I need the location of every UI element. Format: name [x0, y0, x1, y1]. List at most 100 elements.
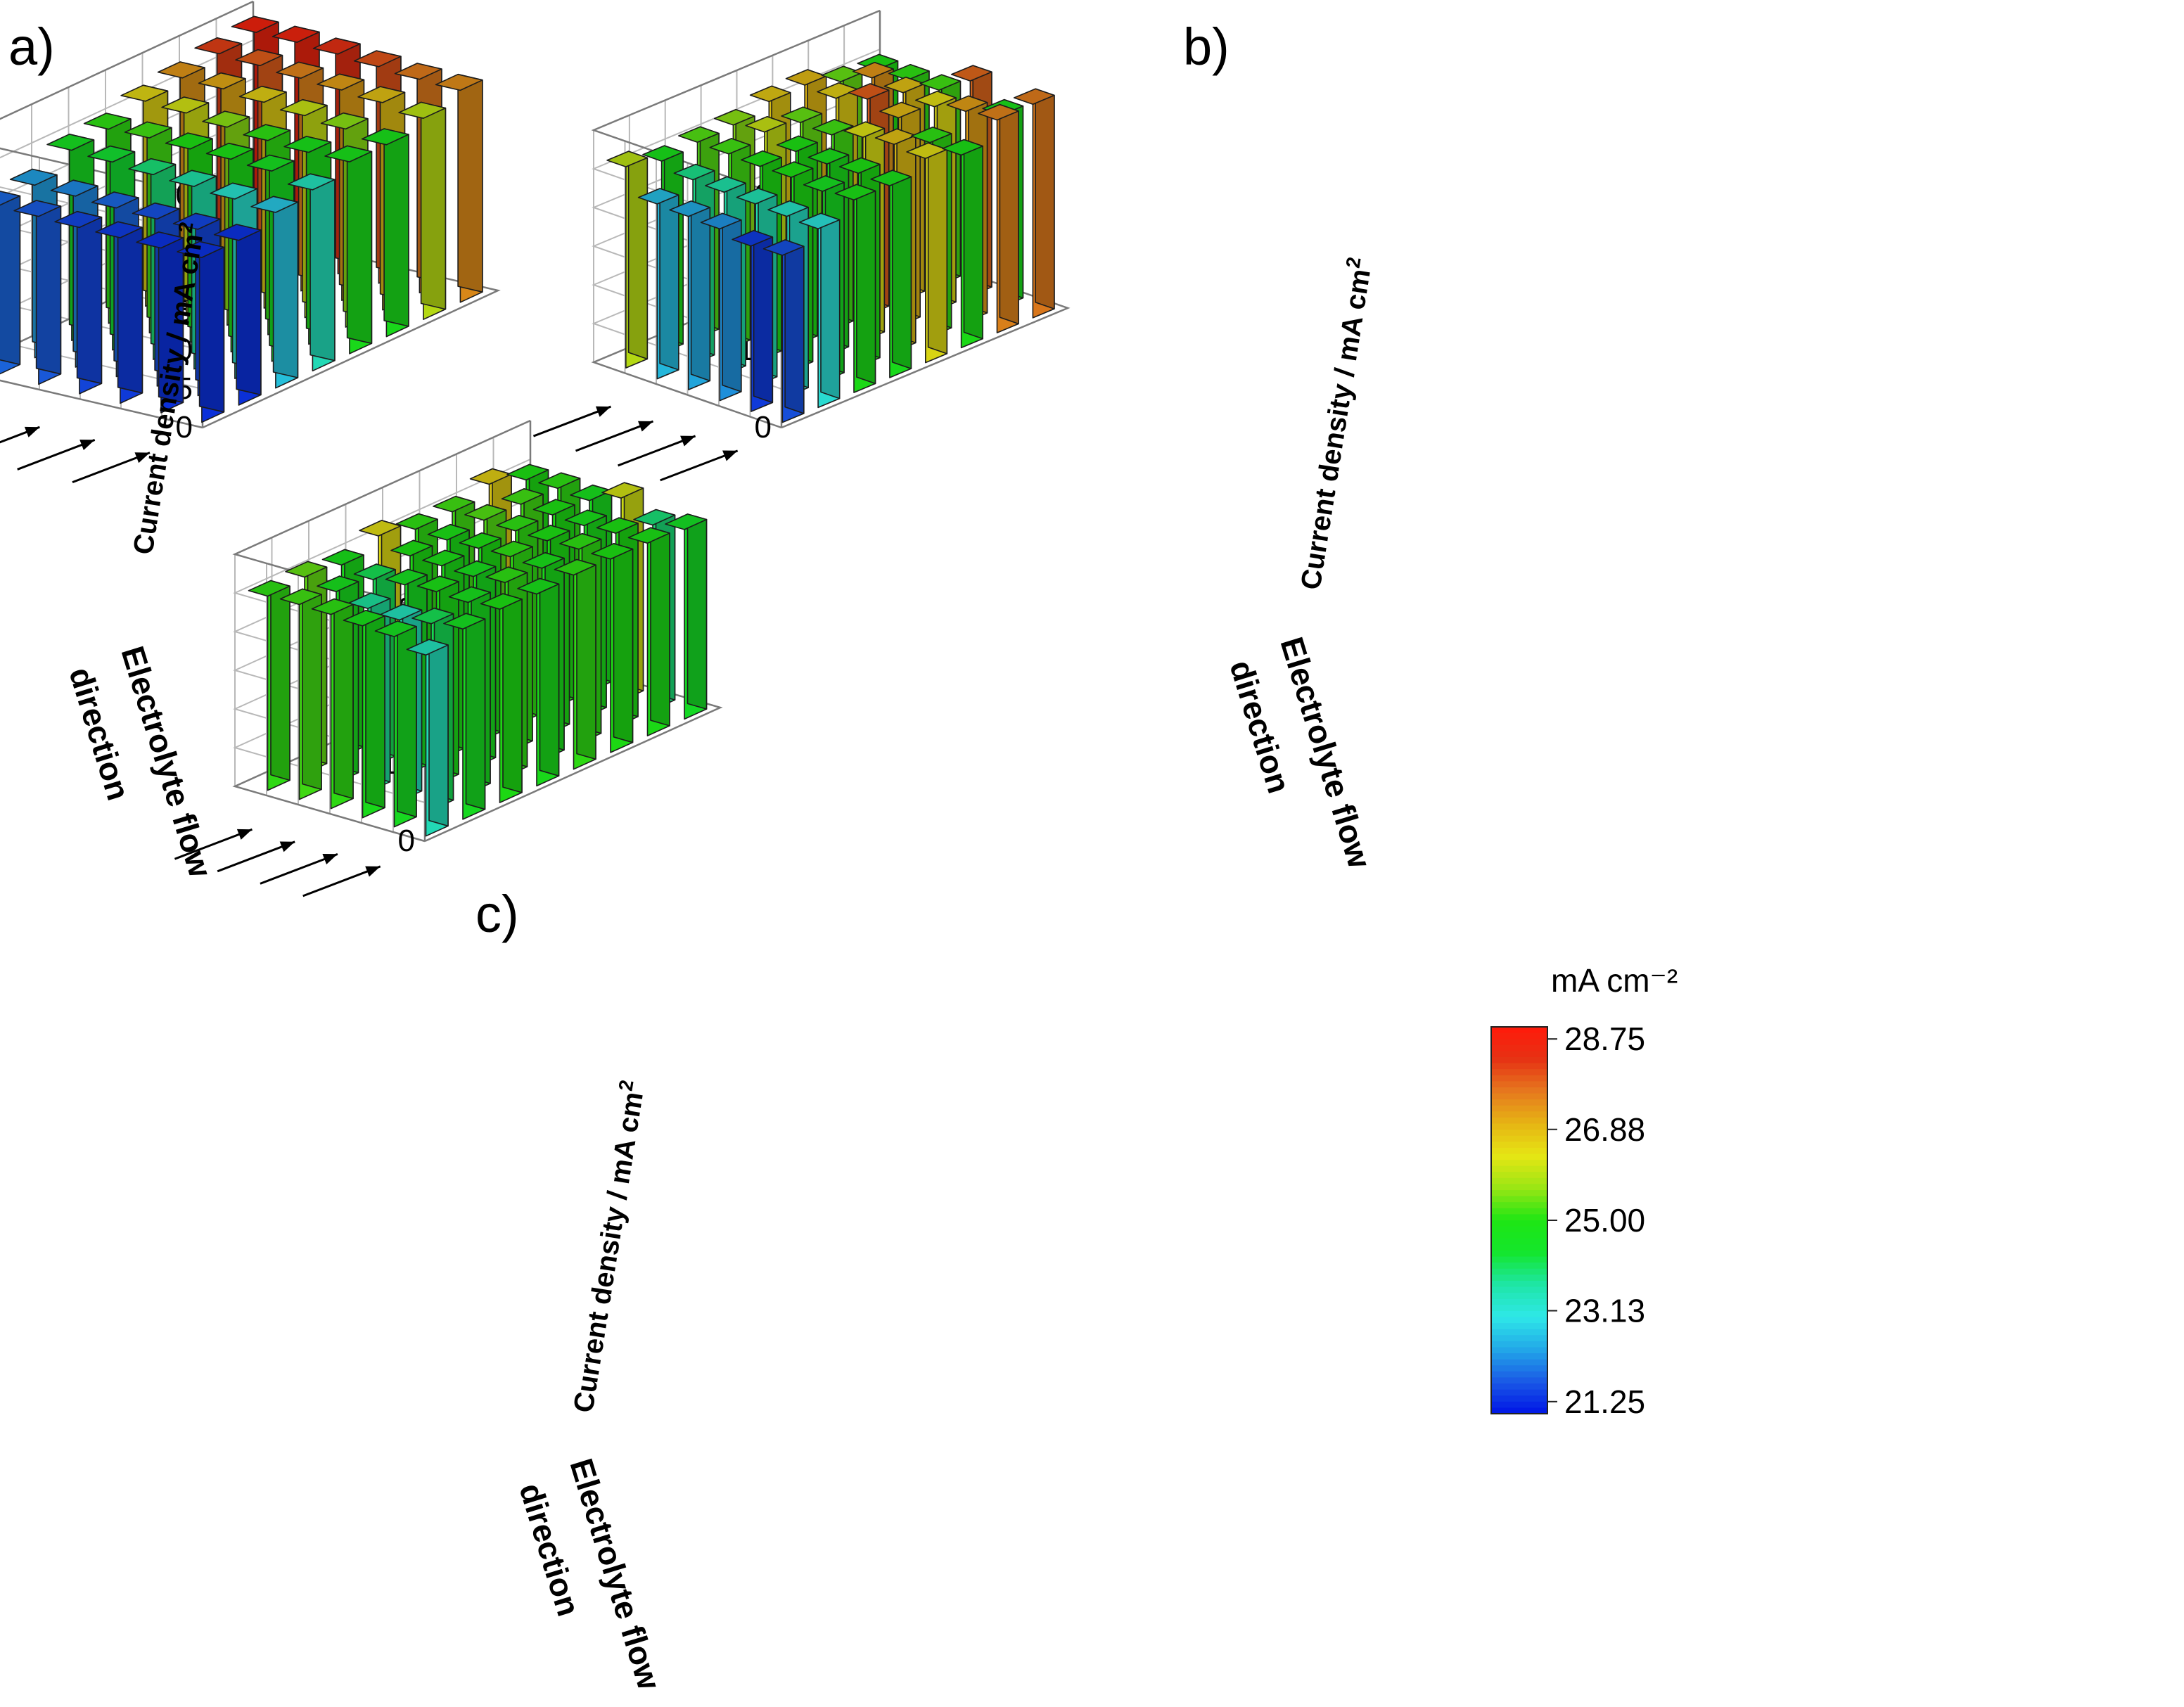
bar-top-face: [285, 561, 328, 578]
bar-side-face: [613, 542, 634, 743]
bar-side-face: [820, 212, 841, 399]
colorbar-band: [1491, 1196, 1547, 1203]
colorbar-band: [1491, 1244, 1547, 1251]
colorbar-band: [1491, 1208, 1547, 1215]
bar-top-face: [879, 101, 921, 119]
colorbar-band: [1491, 1389, 1547, 1396]
colorbar-band: [1491, 1081, 1547, 1088]
bar-side-face: [963, 139, 983, 340]
bar-top-face: [324, 145, 373, 162]
bar-top-face: [248, 580, 290, 597]
bar-top-face: [554, 558, 596, 576]
colorbar-band: [1491, 1044, 1547, 1051]
colorbar-band: [1491, 1051, 1547, 1058]
bar-top-face: [700, 212, 742, 230]
bar-side-face: [753, 229, 774, 404]
bar-top-face: [950, 65, 992, 82]
bar-top-face: [736, 188, 778, 205]
colorbar-band: [1491, 1268, 1547, 1275]
bar: [279, 588, 322, 800]
colorbar-band: [1491, 1177, 1547, 1185]
colorbar-band: [1491, 1377, 1547, 1384]
bar-side-face: [383, 128, 409, 327]
bar-top-face: [633, 509, 676, 526]
bar-top-face: [601, 482, 644, 499]
bar-top-face: [394, 63, 442, 80]
colorbar-band: [1491, 1298, 1547, 1305]
bar-top-face: [95, 221, 143, 238]
colorbar-tick-label: 28.75: [1564, 1021, 1645, 1057]
colorbar-band: [1491, 1087, 1547, 1094]
bar-top-face: [522, 551, 565, 569]
bar: [136, 231, 184, 414]
bar: [480, 593, 523, 803]
bar-side-face: [428, 639, 449, 827]
bar-top-face: [279, 98, 328, 117]
colorbar-band: [1491, 1359, 1547, 1366]
bar-top-face: [54, 210, 103, 229]
bar-side-face: [420, 101, 447, 310]
bar: [669, 200, 711, 390]
bar-top-face: [767, 200, 809, 217]
bar-top-face: [390, 539, 433, 557]
bar-top-face: [348, 592, 391, 610]
bar-top-face: [231, 15, 279, 33]
bar-top-face: [317, 575, 359, 593]
colorbar-band: [1491, 1135, 1547, 1142]
bar-top-face: [210, 182, 258, 200]
panel-b-chart: 051015202530 b) Current density / mA cm2…: [532, 9, 1379, 873]
bar-side-face: [650, 527, 670, 727]
flow-arrow-head: [279, 841, 295, 852]
bar-top-face: [250, 196, 299, 213]
bar-top-face: [0, 191, 21, 206]
bar-top-face: [591, 542, 634, 560]
z-tick-label: 0: [398, 824, 415, 858]
bar-top-face: [532, 499, 575, 516]
bar-side-face: [891, 170, 912, 369]
bar-top-face: [812, 119, 854, 136]
colorbar-band: [1491, 1142, 1547, 1149]
bar-side-face: [687, 513, 708, 710]
colorbar-band: [1491, 1027, 1547, 1034]
colorbar-band: [1491, 1220, 1547, 1227]
bar-top-face: [1013, 88, 1055, 106]
bar: [732, 229, 774, 412]
colorbar-band: [1491, 1056, 1547, 1064]
bar-top-face: [205, 142, 254, 160]
colorbar-band: [1491, 1075, 1547, 1082]
bar-top-face: [276, 61, 324, 79]
bar-top-face: [320, 112, 369, 130]
bar-top-face: [803, 175, 845, 192]
bar-side-face: [302, 588, 322, 791]
panel-a-flow-arrows: [0, 426, 151, 484]
colorbar-band: [1491, 1105, 1547, 1112]
bar-top-face: [781, 106, 823, 124]
bar-top-face: [246, 154, 295, 172]
flow-arrow-head: [595, 406, 611, 417]
bar-top-face: [385, 568, 428, 586]
bar-top-face: [517, 577, 560, 595]
bar: [374, 620, 417, 828]
colorbar-band: [1491, 1147, 1547, 1155]
bar-top-face: [821, 65, 863, 83]
bar-top-face: [50, 179, 98, 197]
bar-side-face: [0, 191, 21, 366]
bar-top-face: [506, 463, 549, 481]
colorbar-band: [1491, 1099, 1547, 1106]
colorbar-band: [1491, 1165, 1547, 1172]
bar-top-face: [343, 609, 385, 627]
bar-side-face: [784, 239, 805, 414]
bar-top-face: [312, 37, 361, 55]
bar: [0, 191, 21, 375]
panel-b-bars: [606, 53, 1055, 423]
colorbar-band: [1491, 1383, 1547, 1390]
colorbar-band: [1491, 1274, 1547, 1281]
panel-b-flow-label: Electrolyte flow: [1273, 633, 1378, 873]
flow-arrow-head: [134, 452, 150, 463]
bar-top-face: [213, 224, 262, 241]
colorbar-band: [1491, 1172, 1547, 1179]
bar-top-face: [848, 83, 890, 100]
flow-arrow-head: [365, 866, 381, 877]
colorbar-band: [1491, 1341, 1547, 1348]
panel-a-label: a): [8, 18, 55, 76]
